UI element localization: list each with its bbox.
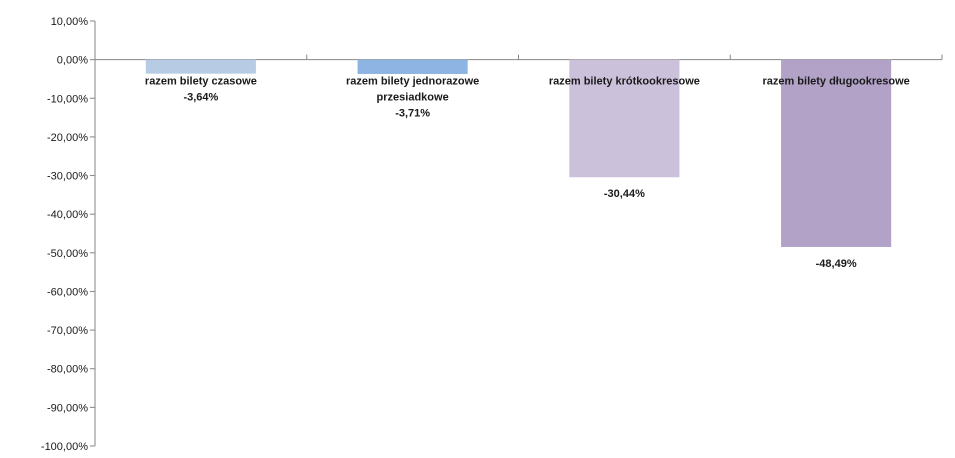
data-label: -30,44%	[604, 188, 645, 200]
category-label: razem bilety długookresowe	[762, 76, 909, 88]
y-tick-label: 10,00%	[51, 16, 89, 28]
y-tick-label: -80,00%	[47, 364, 88, 376]
bar	[781, 59, 892, 247]
data-label: -3,71%	[395, 108, 430, 120]
category-label: razem bilety krótkookresowe	[549, 76, 700, 88]
y-tick-label: 0,00%	[57, 55, 88, 67]
bar	[357, 59, 468, 74]
chart-labels: razem bilety czasowe -3,64% razem bilety j…	[145, 76, 910, 270]
chart-bars	[145, 59, 892, 247]
y-tick-label: -70,00%	[47, 325, 88, 337]
y-tick-label: -60,00%	[47, 286, 88, 298]
bar	[145, 59, 256, 74]
y-tick-label: -100,00%	[41, 441, 88, 453]
bar	[569, 59, 680, 178]
category-label: razem bilety jednorazowe	[346, 76, 479, 88]
y-tick-label: -50,00%	[47, 248, 88, 260]
y-tick-label: -30,00%	[47, 171, 88, 183]
y-tick-label: -90,00%	[47, 402, 88, 414]
data-label: -48,49%	[816, 258, 857, 270]
category-label: przesiadkowe	[377, 92, 449, 104]
y-tick-label: -40,00%	[47, 209, 88, 221]
y-tick-label: -10,00%	[47, 93, 88, 105]
chart-axes: 10,00% 0,00% -10,00% -20,00% -30,00% -40,00% -…	[41, 16, 943, 453]
data-label: -3,64%	[183, 92, 218, 104]
category-label: razem bilety czasowe	[145, 76, 257, 88]
y-tick-label: -20,00%	[47, 132, 88, 144]
